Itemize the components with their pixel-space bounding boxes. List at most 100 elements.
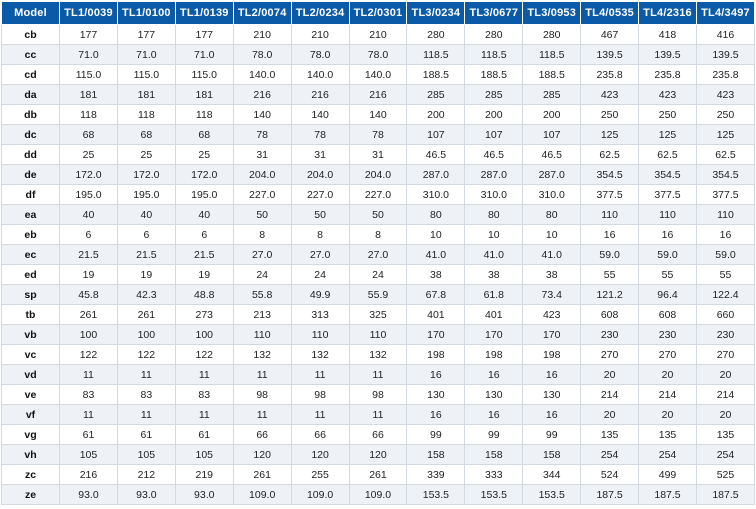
table-cell: 181 [116,84,176,105]
row-label-cell: ze [1,484,60,505]
table-cell: 423 [695,84,756,105]
table-cell: 38 [522,264,582,285]
table-cell: 608 [638,304,697,325]
table-row: vb 100 100 100 110 110 110 170 170 170 230 230 230 [1,324,756,345]
table-cell: 227.0 [290,184,350,205]
table-cell: 50 [232,204,292,225]
row-label-cell: vc [1,344,60,365]
table-row: vc 122 122 122 132 132 132 198 198 198 270 270 270 [1,344,756,365]
table-cell: 50 [348,204,408,225]
table-cell: 59.0 [638,244,697,265]
table-row: vh 105 105 105 120 120 120 158 158 158 254 254 254 [1,444,756,465]
table-cell: 16 [406,364,466,385]
table-cell: 21.5 [59,244,118,265]
table-cell: 62.5 [580,144,640,165]
table-cell: 467 [580,24,640,45]
table-cell: 230 [695,324,756,345]
row-label-cell: vf [1,404,60,425]
table-cell: 115.0 [174,64,234,85]
table-cell: 40 [59,204,118,225]
table-cell: 25 [174,144,234,165]
table-cell: 195.0 [59,184,118,205]
table-cell: 219 [174,464,234,485]
table-row: da 181 181 181 216 216 216 285 285 285 423 423 423 [1,84,756,105]
table-row: zc 216 212 219 261 255 261 339 333 344 524 499 525 [1,464,756,485]
table-cell: 125 [580,124,640,145]
table-cell: 118.5 [406,44,466,65]
table-cell: 105 [174,444,234,465]
table-cell: 21.5 [116,244,176,265]
table-cell: 198 [522,344,582,365]
row-label-cell: dd [1,144,60,165]
row-label-cell: zc [1,464,60,485]
table-cell: 27.0 [348,244,408,265]
table-cell: 41.0 [464,244,524,265]
table-cell: 214 [638,384,697,405]
table-cell: 78.0 [348,44,408,65]
table-cell: 46.5 [406,144,466,165]
table-cell: 55 [695,264,756,285]
table-cell: 68 [59,124,118,145]
table-cell: 227.0 [232,184,292,205]
table-cell: 285 [406,84,466,105]
row-label-cell: cd [1,64,60,85]
table-cell: 109.0 [348,484,408,505]
table-cell: 170 [406,324,466,345]
table-cell: 68 [116,124,176,145]
table-cell: 118.5 [464,44,524,65]
table-row: dc 68 68 68 78 78 78 107 107 107 125 125 125 [1,124,756,145]
table-cell: 158 [406,444,466,465]
table-cell: 122.4 [695,284,756,305]
table-cell: 99 [464,424,524,445]
table-cell: 118 [59,104,118,125]
table-cell: 418 [638,24,697,45]
header-cell: TL3/0677 [464,1,524,25]
table-cell: 280 [406,24,466,45]
table-cell: 10 [406,224,466,245]
table-cell: 98 [232,384,292,405]
table-cell: 132 [232,344,292,365]
table-cell: 250 [638,104,697,125]
table-cell: 11 [290,364,350,385]
table-cell: 110 [348,324,408,345]
table-cell: 325 [348,304,408,325]
table-cell: 61 [116,424,176,445]
table-cell: 377.5 [580,184,640,205]
table-cell: 20 [580,364,640,385]
table-row: dd 25 25 25 31 31 31 46.5 46.5 46.5 62.5 62.5 62.5 [1,144,756,165]
table-cell: 140.0 [348,64,408,85]
table-cell: 42.3 [116,284,176,305]
table-cell: 158 [522,444,582,465]
table-cell: 109.0 [290,484,350,505]
table-cell: 254 [580,444,640,465]
table-cell: 122 [174,344,234,365]
table-cell: 608 [580,304,640,325]
table-cell: 49.9 [290,284,350,305]
table-cell: 80 [464,204,524,225]
table-cell: 99 [522,424,582,445]
table-cell: 140.0 [232,64,292,85]
table-cell: 210 [232,24,292,45]
table-cell: 24 [348,264,408,285]
table-cell: 377.5 [695,184,756,205]
table-cell: 55 [580,264,640,285]
table-cell: 198 [406,344,466,365]
table-cell: 25 [116,144,176,165]
table-cell: 16 [464,404,524,425]
header-cell: TL2/0234 [290,1,350,25]
table-cell: 115.0 [116,64,176,85]
table-cell: 38 [464,264,524,285]
table-cell: 170 [522,324,582,345]
table-cell: 261 [232,464,292,485]
table-cell: 254 [638,444,697,465]
table-cell: 125 [638,124,697,145]
table-cell: 98 [290,384,350,405]
table-row: cb 177 177 177 210 210 210 280 280 280 467 418 416 [1,24,756,45]
table-cell: 78 [348,124,408,145]
table-cell: 118 [116,104,176,125]
table-cell: 254 [695,444,756,465]
table-cell: 40 [116,204,176,225]
table-cell: 130 [464,384,524,405]
